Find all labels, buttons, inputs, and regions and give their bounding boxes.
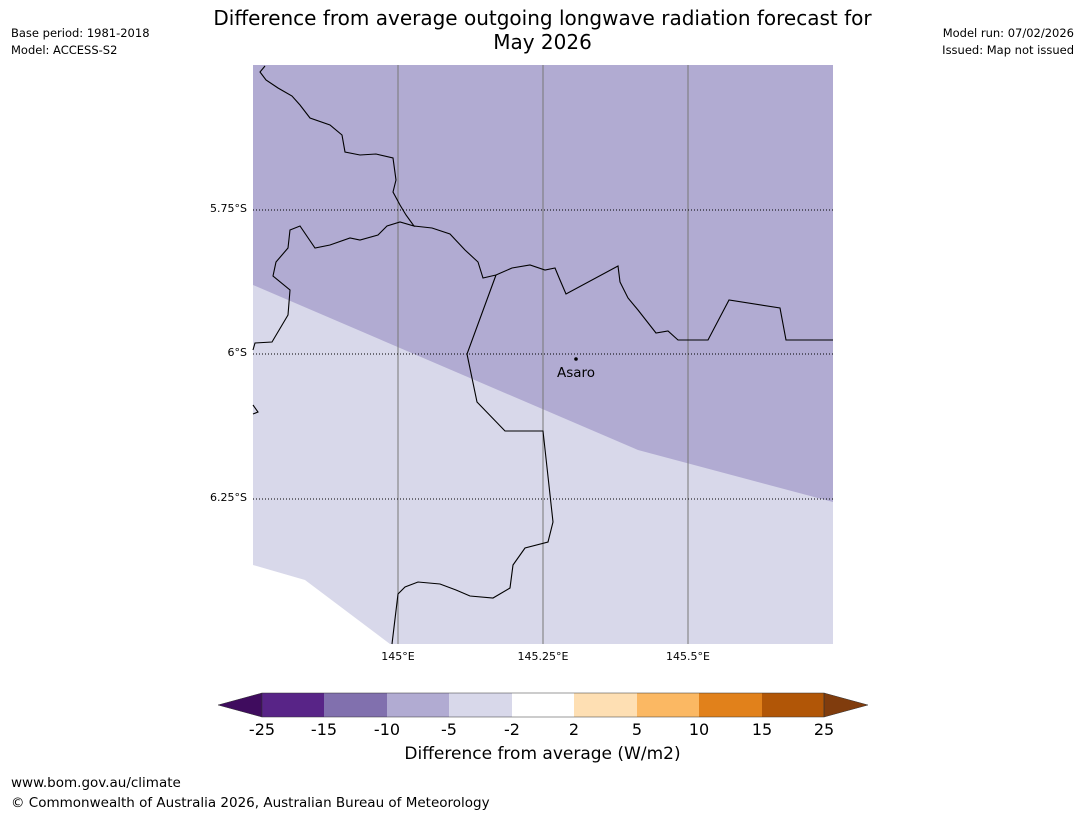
meta-left: Base period: 1981-2018 Model: ACCESS-S2 (11, 25, 150, 59)
province-boundaries (252, 65, 833, 645)
colorbar-tick: 10 (688, 720, 710, 739)
map-title-line2: May 2026 (493, 30, 592, 54)
colorbar-segment (512, 693, 574, 717)
boundary-south (391, 274, 554, 645)
colorbar-tick: 5 (631, 720, 643, 739)
base-period-text: Base period: 1981-2018 (11, 26, 150, 40)
asaro-marker (574, 357, 578, 361)
colorbar (217, 692, 869, 718)
model-text: Model: ACCESS-S2 (11, 43, 118, 57)
colorbar-segment (387, 693, 449, 717)
colorbar-outline (261, 692, 825, 718)
colorbar-tick: 15 (751, 720, 773, 739)
lat-label-5-75: 5.75°S (210, 202, 247, 215)
colorbar-tick: 25 (813, 720, 835, 739)
colorbar-tick: -15 (310, 720, 338, 739)
graticule (253, 65, 833, 644)
place-label-asaro: Asaro (557, 365, 596, 381)
colorbar-extend-high (823, 692, 869, 718)
colorbar-tick: -2 (504, 720, 520, 739)
colorbar-segment (637, 693, 699, 717)
boundary-fragment-west (252, 404, 259, 415)
lon-label-145: 145°E (381, 650, 415, 663)
colorbar-extend-low (217, 692, 263, 718)
boundary-east (413, 225, 833, 341)
colorbar-segment (699, 693, 762, 717)
lon-label-145-5: 145.5°E (666, 650, 710, 663)
footer-url: www.bom.gov.au/climate (11, 775, 181, 791)
meta-right: Model run: 07/02/2026 Issued: Map not is… (942, 25, 1074, 59)
colorbar-segment (262, 693, 324, 717)
colorbar-label: Difference from average (W/m2) (404, 744, 681, 764)
colorbar-tick: 2 (568, 720, 580, 739)
colorbar-segment (324, 693, 387, 717)
lat-label-6-25: 6.25°S (210, 491, 247, 504)
colorbar-tick: -5 (441, 720, 457, 739)
issued-text: Issued: Map not issued (942, 43, 1074, 57)
colorbar-segment (762, 693, 824, 717)
map-title: Difference from average outgoing longwav… (180, 6, 905, 54)
lat-label-6: 6°S (227, 346, 247, 359)
model-run-text: Model run: 07/02/2026 (942, 26, 1074, 40)
map-title-line1: Difference from average outgoing longwav… (213, 6, 872, 30)
colorbar-tick: -10 (373, 720, 401, 739)
footer-copyright: © Commonwealth of Australia 2026, Austra… (11, 795, 490, 811)
colorbar-segment (574, 693, 637, 717)
lon-label-145-25: 145.25°E (517, 650, 569, 663)
colorbar-tick: -25 (248, 720, 276, 739)
colorbar-segment (449, 693, 512, 717)
